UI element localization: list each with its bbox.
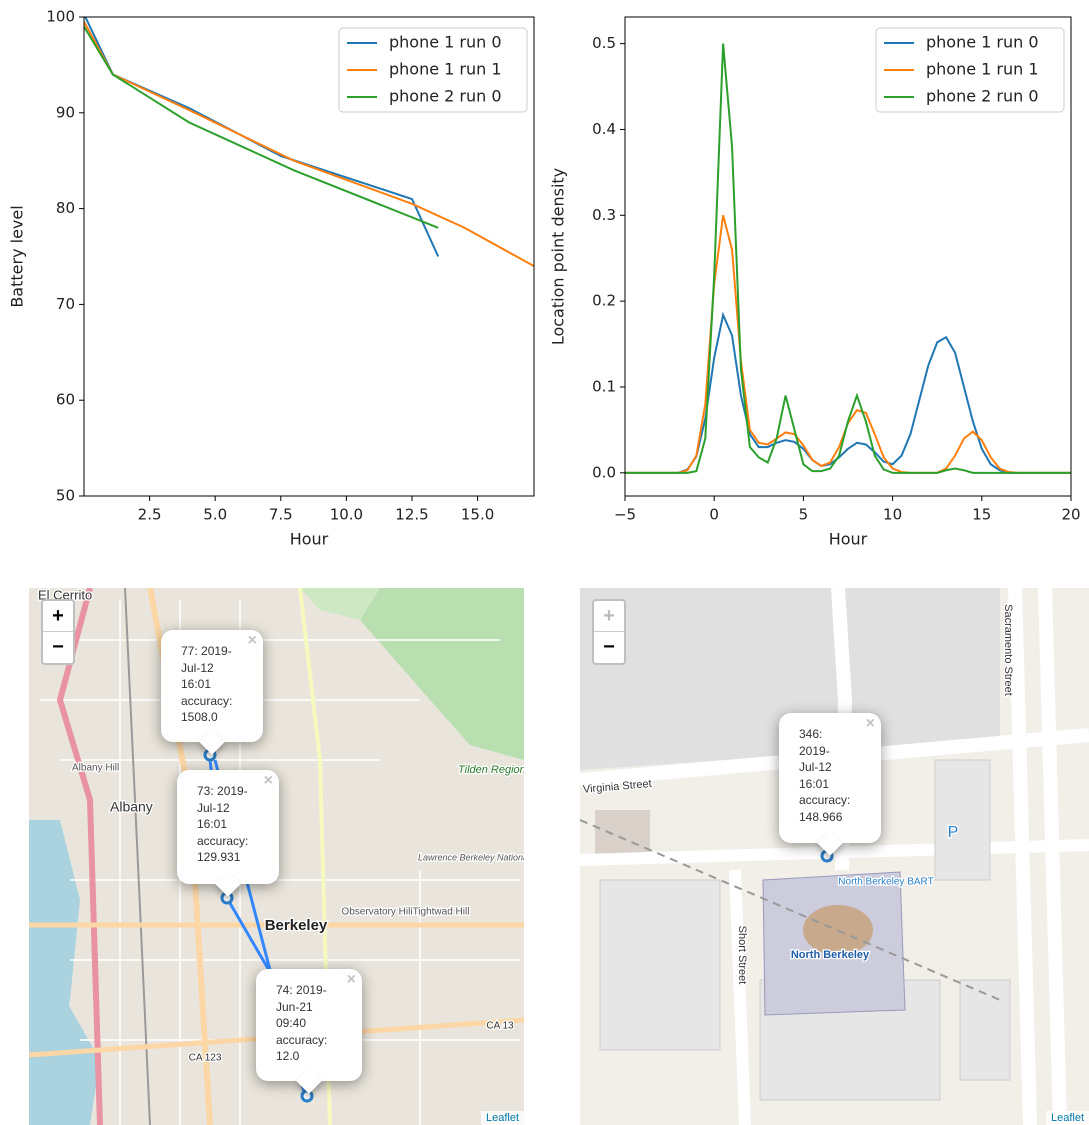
map-label: Tilden Regional Park <box>458 764 561 776</box>
y-tick-label: 50 <box>56 487 75 505</box>
legend-label: phone 2 run 0 <box>926 87 1039 106</box>
y-tick-label: 0.5 <box>592 34 616 52</box>
map-label: Tightwad Hill <box>413 907 470 918</box>
legend-label: phone 2 run 0 <box>389 87 502 106</box>
map-label: Observatory Hill <box>341 907 412 918</box>
x-tick-label: 2.5 <box>138 506 162 524</box>
map-label: P <box>948 824 959 841</box>
y-tick-label: 90 <box>56 103 75 121</box>
y-tick-label: 100 <box>46 8 75 26</box>
y-axis-label: Battery level <box>8 205 27 307</box>
x-tick-label: 20 <box>1061 506 1080 524</box>
attribution[interactable]: Leaflet <box>1046 1111 1089 1125</box>
zoom-out-button[interactable]: − <box>43 631 73 662</box>
popup: × 73: 2019-Jul-12 16:01 accuracy: 129.931 <box>177 770 279 884</box>
legend-label: phone 1 run 1 <box>389 60 502 79</box>
popup-text: 74: 2019-Jun-21 09:40 accuracy: 12.0 <box>276 982 338 1065</box>
legend-label: phone 1 run 0 <box>389 33 502 52</box>
popup-close[interactable]: × <box>248 632 257 650</box>
map-label: North Berkeley <box>791 949 870 961</box>
popup-close[interactable]: × <box>347 971 356 989</box>
y-tick-label: 0.2 <box>592 292 616 310</box>
y-tick-label: 60 <box>56 391 75 409</box>
x-tick-label: 0 <box>709 506 719 524</box>
zoom-control: +− <box>41 599 75 665</box>
map-label: Berkeley <box>265 917 328 934</box>
y-tick-label: 80 <box>56 199 75 217</box>
y-tick-label: 0.1 <box>592 377 616 395</box>
x-tick-label: 15 <box>972 506 991 524</box>
map-label: CA 13 <box>486 1021 514 1032</box>
zoom-out-button[interactable]: − <box>594 631 624 662</box>
y-tick-label: 0.4 <box>592 120 616 138</box>
zoom-in-button[interactable]: + <box>43 601 73 631</box>
notebook-output: 2.55.07.510.012.515.05060708090100HourBa… <box>0 0 1089 1125</box>
legend-label: phone 1 run 0 <box>926 33 1039 52</box>
zoom-in-button[interactable]: + <box>594 601 624 631</box>
map-label: Albany <box>110 799 153 815</box>
x-tick-label: −5 <box>614 506 636 524</box>
x-tick-label: 10.0 <box>330 506 363 524</box>
x-tick-label: 15.0 <box>461 506 494 524</box>
map-label: Albany Hill <box>72 763 119 774</box>
popup-close[interactable]: × <box>866 715 875 733</box>
attribution[interactable]: Leaflet <box>481 1111 524 1125</box>
y-tick-label: 0.0 <box>592 463 616 481</box>
y-tick-label: 0.3 <box>592 206 616 224</box>
x-tick-label: 12.5 <box>395 506 428 524</box>
popup-text: 73: 2019-Jul-12 16:01 accuracy: 129.931 <box>197 783 259 866</box>
series-line <box>625 315 1071 473</box>
map-label: Sacramento Street <box>1002 604 1014 696</box>
x-axis-label: Hour <box>290 530 329 549</box>
y-axis-label: Location point density <box>549 168 568 345</box>
popup-close[interactable]: × <box>264 772 273 790</box>
popup: × 77: 2019-Jul-12 16:01 accuracy: 1508.0 <box>161 630 263 742</box>
map-label: Short Street <box>736 926 748 985</box>
popup-text: 346: 2019-Jul-12 16:01 accuracy: 148.966 <box>799 726 849 825</box>
popup: × 74: 2019-Jun-21 09:40 accuracy: 12.0 <box>256 969 362 1081</box>
x-tick-label: 5 <box>799 506 809 524</box>
popup-text: 77: 2019-Jul-12 16:01 accuracy: 1508.0 <box>181 643 239 726</box>
zoom-control: +− <box>592 599 626 665</box>
map-label: Lawrence Berkeley National Laboratory <box>418 852 576 862</box>
x-tick-label: 10 <box>883 506 902 524</box>
x-axis-label: Hour <box>829 530 868 549</box>
y-tick-label: 70 <box>56 295 75 313</box>
map-label: CA 123 <box>189 1053 222 1064</box>
x-tick-label: 5.0 <box>203 506 227 524</box>
series-line <box>625 215 1071 473</box>
canvas: 2.55.07.510.012.515.05060708090100HourBa… <box>0 0 1089 1125</box>
map-label: North Berkeley BART <box>838 877 933 888</box>
legend-label: phone 1 run 1 <box>926 60 1039 79</box>
x-tick-label: 7.5 <box>269 506 293 524</box>
popup: × 346: 2019-Jul-12 16:01 accuracy: 148.96… <box>779 713 881 843</box>
